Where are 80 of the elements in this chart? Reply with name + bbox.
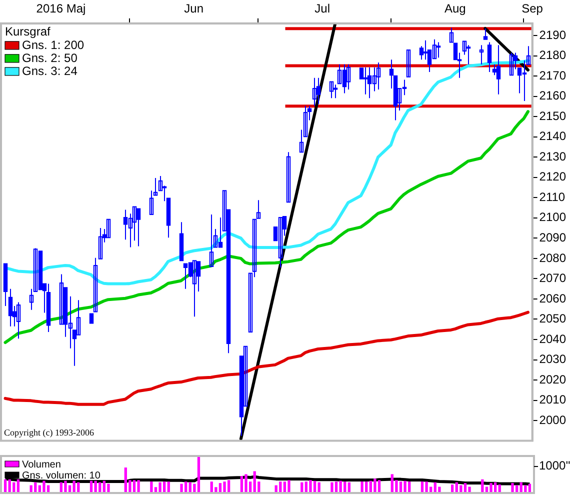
candlestick xyxy=(376,62,381,90)
candlestick xyxy=(479,44,484,65)
bar xyxy=(374,478,376,493)
y-tick-label: 2000 xyxy=(539,412,566,427)
candlestick xyxy=(449,27,454,43)
bar xyxy=(438,486,441,493)
annotation: Copyright (c) 1993-2006 xyxy=(4,428,94,438)
y-tick-label: 2110 xyxy=(539,190,566,204)
bar xyxy=(511,483,514,493)
legend-title: Kursgraf xyxy=(5,24,52,39)
candlestick xyxy=(286,152,291,203)
text: 1000'' xyxy=(539,458,570,472)
y-tick-label: 2020 xyxy=(539,372,566,386)
y-tick-label: 2180 xyxy=(539,48,566,62)
candlestick xyxy=(106,218,111,238)
bar xyxy=(468,486,471,493)
candlestick xyxy=(346,64,351,90)
candlestick xyxy=(149,190,154,215)
y-tick-label: 2130 xyxy=(539,149,566,164)
y-tick-label: 2190 xyxy=(539,28,566,42)
bar xyxy=(72,480,76,493)
y-tick-label: 2010 xyxy=(539,392,566,407)
bar xyxy=(42,480,46,493)
bar xyxy=(180,484,183,493)
y-tick-label: 2160 xyxy=(539,88,566,103)
candlestick xyxy=(406,49,411,78)
candlestick xyxy=(98,228,103,260)
bar xyxy=(137,480,140,493)
bar xyxy=(339,480,342,493)
bar xyxy=(490,483,492,493)
bar xyxy=(460,485,462,493)
bar xyxy=(244,474,248,493)
bar xyxy=(94,480,97,493)
legend-label: Gns. volumen: 10 xyxy=(22,470,101,482)
candlestick xyxy=(509,52,514,76)
y-tick-label: 2100 xyxy=(539,210,566,224)
bar xyxy=(150,482,153,493)
x-tick-label: Aug xyxy=(444,2,466,16)
candlestick xyxy=(93,257,98,312)
y-tick-label: 2040 xyxy=(539,332,566,346)
bar xyxy=(288,480,290,493)
bar xyxy=(64,480,67,493)
y-tick-label: 2080 xyxy=(539,250,566,265)
candlestick xyxy=(333,84,338,99)
bar xyxy=(404,480,406,493)
legend-label: Volumen xyxy=(22,459,61,470)
y-tick-label: 2070 xyxy=(539,271,566,286)
y-tick-label: 2050 xyxy=(539,312,566,326)
legend-label: Gns. 1: 200 xyxy=(22,38,84,52)
candlestick xyxy=(76,300,81,336)
y-tick-label: 2170 xyxy=(539,68,566,82)
y-tick-label: 2150 xyxy=(539,108,566,123)
bar xyxy=(360,482,364,493)
x-tick-label: Sep xyxy=(522,2,544,16)
legend-label: Gns. 2: 50 xyxy=(22,51,78,66)
candlestick xyxy=(363,66,368,95)
candlestick xyxy=(192,260,197,318)
y-tick-label: 2120 xyxy=(539,170,566,184)
candlestick xyxy=(16,302,21,340)
candlestick xyxy=(209,214,214,268)
bar xyxy=(223,482,226,493)
x-tick-label: Jun xyxy=(184,2,204,16)
x-tick-label: 2016 Maj xyxy=(36,2,86,16)
legend-label: Gns. 3: 24 xyxy=(22,64,78,78)
bar xyxy=(330,482,334,493)
bar xyxy=(158,482,162,493)
candlestick xyxy=(59,274,64,325)
candlestick xyxy=(312,77,317,106)
bar xyxy=(425,482,428,493)
bar xyxy=(309,480,312,493)
y-tick-label: 2030 xyxy=(539,352,566,366)
bar xyxy=(107,484,110,493)
y-tick-label: 2060 xyxy=(539,291,566,306)
candlestick xyxy=(256,200,261,219)
y-tick-label: 2140 xyxy=(539,129,566,144)
candlestick xyxy=(329,81,334,99)
x-tick-label: Jul xyxy=(314,2,330,16)
y-tick-label: 2090 xyxy=(539,230,566,244)
candlestick xyxy=(436,42,441,58)
bar xyxy=(253,471,256,493)
